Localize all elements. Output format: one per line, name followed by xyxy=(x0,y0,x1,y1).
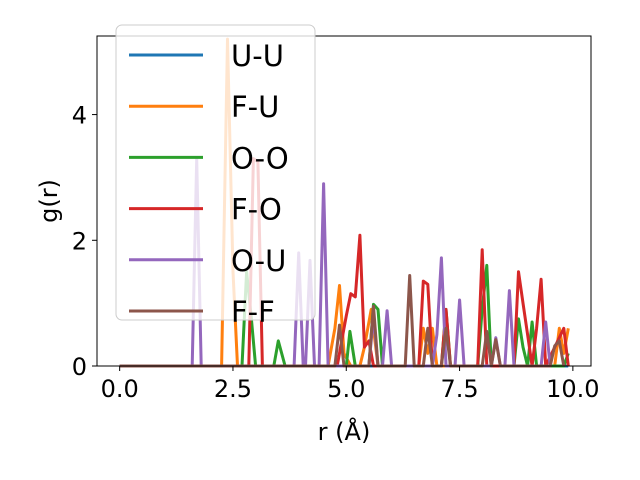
plot-frame xyxy=(96,35,592,367)
x-tick-label: 2.5 xyxy=(214,375,252,403)
legend-label-u-u: U-U xyxy=(231,39,284,73)
y-axis-label: g(r) xyxy=(35,179,63,223)
legend-label-f-u: F-U xyxy=(231,90,279,124)
legend-label-o-o: O-O xyxy=(231,141,289,175)
series-line-f-o xyxy=(119,157,570,368)
legend: U-U F-U O-O F-O O-U F-F xyxy=(115,24,316,329)
axis-ticks: 0.0 2.5 5.0 7.5 10.0 0 2 4 xyxy=(72,102,600,403)
y-tick-label: 2 xyxy=(72,227,87,255)
x-tick-label: 5.0 xyxy=(327,375,365,403)
x-tick-label: 0.0 xyxy=(101,375,139,403)
legend-label-f-o: F-O xyxy=(231,193,282,227)
x-tick-label: 7.5 xyxy=(440,375,478,403)
y-tick-label: 4 xyxy=(72,102,87,130)
x-axis-label: r (Å) xyxy=(318,417,371,446)
x-tick-label: 10.0 xyxy=(546,375,599,403)
y-tick-label: 0 xyxy=(72,353,87,381)
legend-label-f-f: F-F xyxy=(231,295,275,329)
legend-label-o-u: O-U xyxy=(231,244,286,278)
legend-box xyxy=(115,24,316,321)
